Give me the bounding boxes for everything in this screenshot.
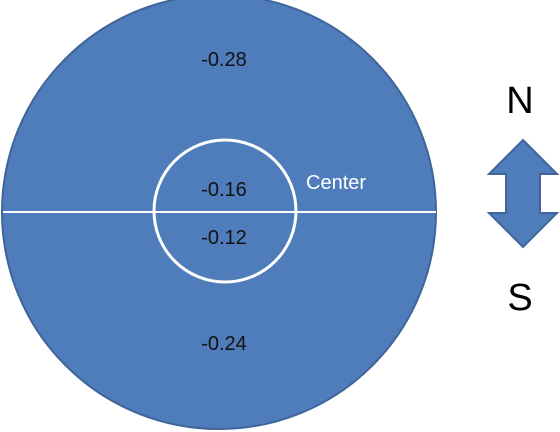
north-outer-value: -0.28 bbox=[201, 49, 247, 71]
south-center-value: -0.12 bbox=[201, 227, 247, 249]
north-label: N bbox=[506, 80, 533, 122]
double-headed-vertical-arrow-icon bbox=[486, 138, 560, 249]
center-label: Center bbox=[306, 172, 366, 194]
center-region-ring bbox=[152, 138, 298, 284]
north-center-value: -0.16 bbox=[201, 179, 247, 201]
south-label: S bbox=[507, 277, 532, 319]
south-outer-value: -0.24 bbox=[201, 333, 247, 355]
